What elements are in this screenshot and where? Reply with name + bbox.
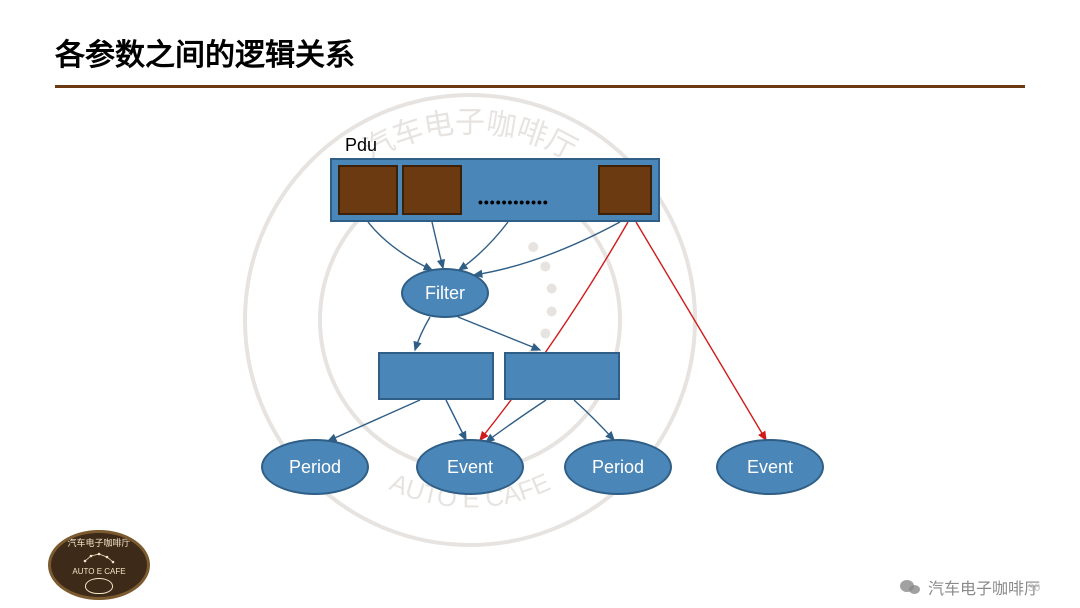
filter-node: Filter [401, 268, 489, 318]
leaf-label: Event [447, 457, 493, 478]
logo-stars-icon [79, 549, 119, 567]
brand-logo: 汽车电子咖啡厅 AUTO E CAFE [48, 530, 150, 600]
pdu-signal [338, 165, 398, 215]
logo-top-text: 汽车电子咖啡厅 [67, 536, 130, 549]
pdu-label: Pdu [345, 135, 377, 156]
leaf-node: Event [716, 439, 824, 495]
logo-bottom-text: AUTO E CAFE [72, 567, 125, 576]
page-number: 30 [1028, 582, 1040, 594]
leaf-label: Period [289, 457, 341, 478]
filter-label: Filter [425, 283, 465, 304]
diagram-arrows [0, 0, 1080, 608]
pdu-signal [598, 165, 652, 215]
leaf-node: Event [416, 439, 524, 495]
slide-title: 各参数之间的逻辑关系 [55, 30, 355, 74]
title-rule [55, 85, 1025, 88]
mode-box [378, 352, 494, 400]
leaf-label: Event [747, 457, 793, 478]
footer-text: 汽车电子咖啡厅 [928, 575, 1040, 599]
footer-watermark: 汽车电子咖啡厅 [900, 575, 1040, 599]
leaf-label: Period [592, 457, 644, 478]
leaf-node: Period [261, 439, 369, 495]
logo-cup-icon [85, 578, 113, 594]
wechat-icon [900, 578, 922, 596]
leaf-node: Period [564, 439, 672, 495]
slide: 各参数之间的逻辑关系 汽车电子咖啡厅 AUTO E CAFE Pdu ••••••… [0, 0, 1080, 608]
pdu-ellipsis: •••••••••••• [478, 194, 549, 210]
mode-box [504, 352, 620, 400]
pdu-signal [402, 165, 462, 215]
